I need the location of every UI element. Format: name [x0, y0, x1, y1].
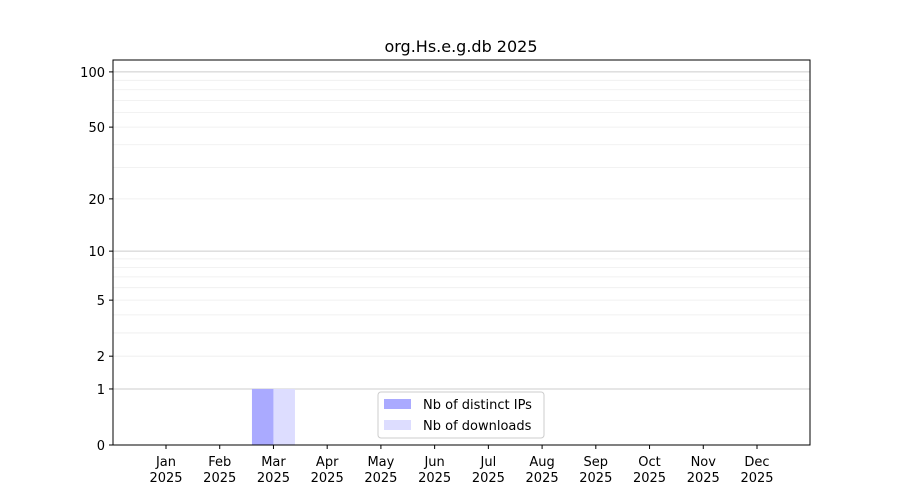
x-tick-label: Jul 2025: [472, 455, 505, 486]
x-tick-label: Sep 2025: [579, 455, 612, 486]
x-tick-label: Dec 2025: [740, 455, 773, 486]
chart-title: org.Hs.e.g.db 2025: [384, 37, 537, 56]
legend: Nb of distinct IPs Nb of downloads: [377, 391, 545, 439]
x-tick-label: Feb 2025: [203, 455, 236, 486]
legend-swatch: [384, 420, 411, 430]
legend-box: [377, 391, 545, 439]
x-tick-label: Jan 2025: [149, 455, 182, 486]
x-tick-label: Jun 2025: [418, 455, 451, 486]
y-tick-label: 10: [88, 245, 105, 260]
y-tick-label: 2: [97, 350, 105, 365]
x-tick-label: Apr 2025: [311, 455, 344, 486]
x-tick-label: Mar 2025: [257, 455, 290, 486]
bar-distinct-ips: [251, 388, 274, 445]
x-tick-label: Nov 2025: [687, 455, 720, 486]
y-tick-label: 100: [80, 66, 105, 81]
legend-label: Nb of downloads: [423, 419, 532, 434]
plot-frame: [112, 59, 811, 446]
y-tick-label: 20: [88, 193, 105, 208]
y-tick-label: 5: [97, 294, 105, 309]
y-tick-label: 50: [88, 121, 105, 136]
legend-swatch: [384, 399, 411, 409]
x-tick-label: May 2025: [364, 455, 397, 486]
y-tick-label: 0: [97, 439, 105, 454]
legend-label: Nb of distinct IPs: [423, 398, 532, 413]
x-tick-label: Aug 2025: [526, 455, 559, 486]
x-tick-label: Oct 2025: [633, 455, 666, 486]
bar-downloads: [273, 388, 295, 445]
y-tick-label: 1: [97, 383, 105, 398]
